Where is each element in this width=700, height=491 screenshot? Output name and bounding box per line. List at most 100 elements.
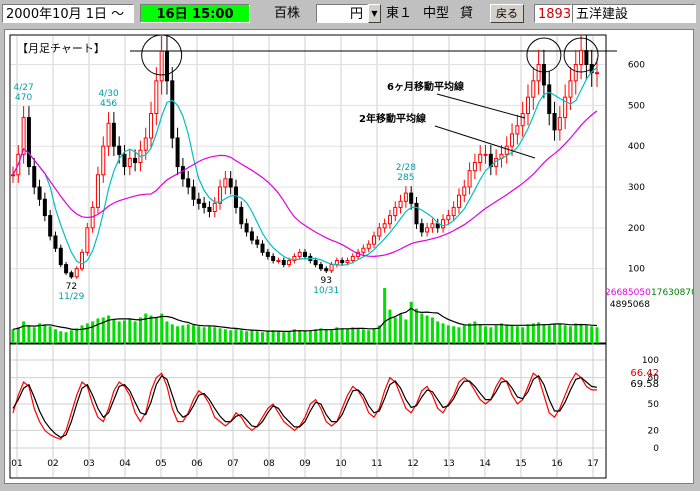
volume-bar xyxy=(314,329,318,343)
candle-body xyxy=(361,247,366,253)
volume-bar xyxy=(170,324,174,343)
x-tick-label: 09 xyxy=(299,459,311,469)
candle-body xyxy=(21,117,26,155)
candle-body xyxy=(117,145,122,155)
volume-bar xyxy=(239,330,243,343)
volume-bar xyxy=(462,325,466,343)
candle-body xyxy=(329,264,334,272)
candle-body xyxy=(403,192,408,202)
time-field[interactable]: 16日 15:00 xyxy=(140,4,250,23)
volume-bar xyxy=(579,324,583,343)
volume-bar xyxy=(457,327,461,343)
volume-bar xyxy=(547,325,551,343)
volume-bar xyxy=(11,329,15,343)
back-button[interactable]: 戻る xyxy=(490,4,524,23)
unit-label: 百株 xyxy=(273,6,300,21)
volume-bar xyxy=(441,323,445,343)
volume-bar xyxy=(298,330,302,343)
volume-bar xyxy=(282,332,286,343)
volume-bar xyxy=(414,308,418,343)
volume-bar xyxy=(473,321,477,343)
volume-bar xyxy=(75,328,79,343)
candle-body xyxy=(393,206,398,217)
candle-body xyxy=(552,113,557,131)
volume-bar xyxy=(276,331,280,343)
x-tick-label: 05 xyxy=(155,459,166,469)
candle-body xyxy=(207,206,212,213)
candle-body xyxy=(350,255,355,262)
volume-ma-line xyxy=(12,307,598,332)
candle-body xyxy=(233,186,238,208)
candle-body xyxy=(58,247,63,266)
candle-body xyxy=(218,186,223,204)
candle-body xyxy=(313,260,318,266)
candle-body xyxy=(595,72,599,75)
candle-body xyxy=(531,80,536,98)
x-tick-label: 01 xyxy=(11,459,22,469)
volume-bar xyxy=(43,325,47,343)
company-name: 五洋建設 xyxy=(572,4,696,23)
candle-body xyxy=(244,223,249,233)
volume-bar xyxy=(430,317,434,343)
volume-bar xyxy=(526,324,530,343)
volume-bar xyxy=(250,330,254,343)
candle-body xyxy=(48,215,53,237)
volume-bar xyxy=(499,323,503,343)
chart-title: 【月足チャート】 xyxy=(17,42,105,55)
candle-body xyxy=(180,166,185,180)
annotation-value: 72 xyxy=(66,282,77,292)
volume-bar xyxy=(388,309,392,343)
candle-body xyxy=(303,251,307,257)
volume-bar xyxy=(234,329,238,343)
y-tick-label: 100 xyxy=(628,265,645,275)
candle-body xyxy=(430,223,435,229)
volume-bar xyxy=(160,313,164,343)
ma-long-pointer xyxy=(434,125,536,159)
currency-select[interactable]: 円 xyxy=(316,4,368,23)
volume-bar xyxy=(202,327,206,343)
osc-tick-label: 0 xyxy=(653,444,659,454)
x-tick-label: 03 xyxy=(83,459,94,469)
volume-bar xyxy=(165,321,169,343)
volume-bar xyxy=(32,327,36,343)
candle-body xyxy=(467,170,472,188)
market-label: 東１ xyxy=(386,6,413,21)
candle-body xyxy=(111,122,116,147)
candle-body xyxy=(95,174,100,208)
lend-label: 貸 xyxy=(460,6,474,21)
candle-body xyxy=(525,96,530,114)
candle-body xyxy=(573,64,578,82)
volume-bar xyxy=(478,324,482,343)
toolbar: 2000年10月 1日 ～ 16日 15:00 百株 円 ▼ 東１ 中型 貸 戻… xyxy=(0,0,700,26)
candle-body xyxy=(26,117,31,168)
x-tick-label: 07 xyxy=(227,459,238,469)
volume-bar xyxy=(48,326,52,343)
candle-body xyxy=(276,260,281,262)
candle-body xyxy=(191,186,196,200)
x-tick-label: 10 xyxy=(335,459,347,469)
candle-body xyxy=(42,198,47,217)
volume-bar xyxy=(27,325,31,343)
candle-body xyxy=(563,96,568,119)
volume-bar xyxy=(186,324,190,343)
osc-tick-label: 100 xyxy=(642,356,659,366)
candle-body xyxy=(37,186,42,200)
volume-bar xyxy=(420,313,424,343)
candle-body xyxy=(53,235,58,249)
candle-body xyxy=(196,198,201,204)
candle-body xyxy=(239,206,244,225)
candle-body xyxy=(122,153,127,168)
stock-code: 1893 xyxy=(534,4,572,23)
volume-bar xyxy=(112,319,116,343)
chevron-down-icon[interactable]: ▼ xyxy=(368,4,381,23)
candle-body xyxy=(345,260,350,264)
date-field[interactable]: 2000年10月 1日 ～ xyxy=(2,4,134,23)
candle-body xyxy=(456,194,461,208)
volume-bar xyxy=(128,319,132,343)
osc-value-label: 66.42 xyxy=(630,368,659,379)
candle-body xyxy=(255,239,260,245)
volume-bar xyxy=(521,327,525,343)
candle-body xyxy=(170,80,175,139)
candle-body xyxy=(159,50,164,82)
candle-body xyxy=(228,178,233,188)
